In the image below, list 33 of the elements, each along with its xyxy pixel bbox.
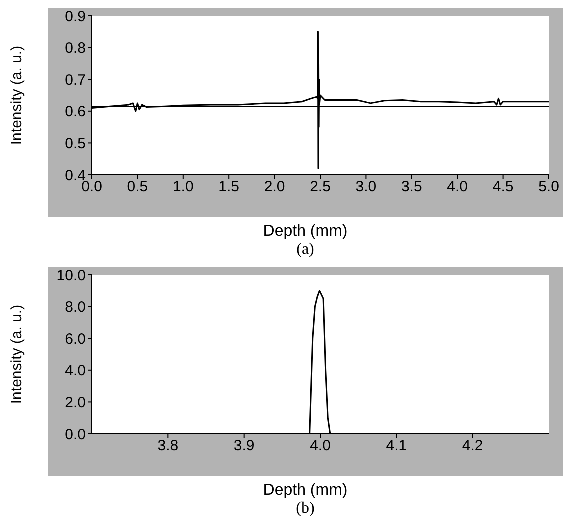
- x-tick-label: 4.2: [462, 438, 484, 455]
- y-tick-label: 0.5: [65, 136, 86, 153]
- x-tick-label: 2.0: [264, 178, 286, 196]
- x-tick-label: 3.0: [356, 178, 377, 196]
- y-tick-label: 10.0: [56, 267, 86, 284]
- x-tick-label: 0.5: [127, 178, 148, 196]
- y-tick-label: 0.6: [65, 104, 86, 121]
- y-tick-label: 4.0: [65, 362, 86, 380]
- x-tick-label: 4.1: [386, 438, 408, 455]
- x-axis-title: Depth (mm): [262, 223, 349, 241]
- x-tick-label: 5.0: [538, 178, 560, 196]
- x-tick-label: 3.8: [158, 438, 179, 455]
- x-axis-title: Depth (mm): [262, 482, 349, 500]
- text: (a): [296, 241, 316, 259]
- x-tick-label: 0.0: [82, 178, 102, 196]
- y-tick-label: 0.8: [65, 40, 86, 58]
- y-tick-label: 2.0: [65, 394, 86, 412]
- x-tick-label: 1.5: [218, 178, 240, 196]
- text: (b): [295, 500, 316, 518]
- y-tick-label: 6.0: [65, 330, 86, 348]
- x-tick-label: 4.0: [447, 178, 468, 196]
- y-axis-title: Intensity (a. u.): [8, 304, 26, 404]
- y-axis-title: Intensity (a. u.): [8, 46, 26, 146]
- x-tick-label: 4.5: [492, 178, 514, 196]
- y-tick-label: 0.7: [65, 72, 86, 89]
- x-tick-label: 3.5: [401, 178, 422, 196]
- x-tick-label: 1.0: [172, 178, 194, 196]
- y-tick-label: 0.0: [65, 426, 86, 444]
- x-tick-label: 2.5: [310, 178, 331, 196]
- y-tick-label: 8.0: [65, 299, 86, 316]
- x-tick-label: 4.0: [310, 438, 331, 455]
- x-tick-label: 3.9: [234, 438, 255, 455]
- y-tick-label: 0.9: [65, 8, 86, 26]
